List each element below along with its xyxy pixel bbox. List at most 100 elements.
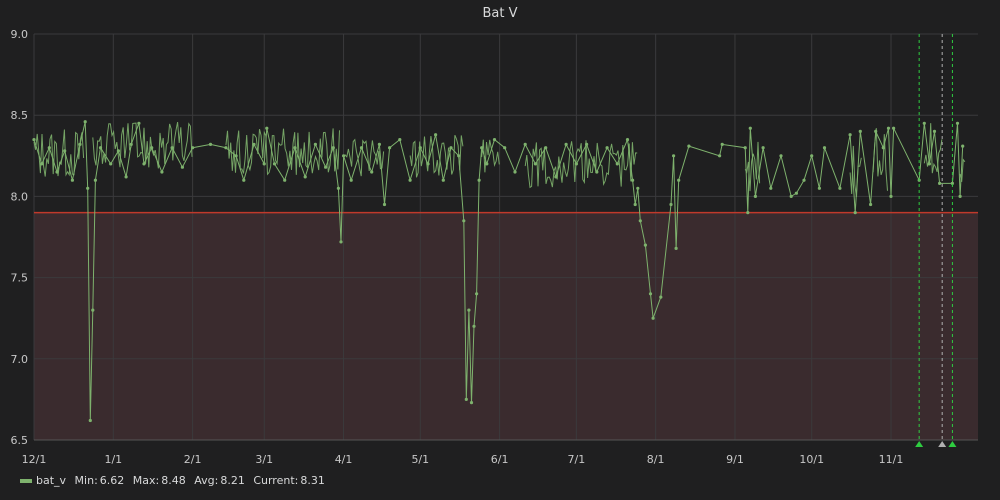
data-point[interactable]: [659, 295, 663, 299]
data-point[interactable]: [822, 146, 827, 150]
data-point[interactable]: [262, 162, 266, 166]
data-point[interactable]: [469, 401, 474, 405]
data-point[interactable]: [109, 162, 113, 166]
data-point[interactable]: [638, 219, 642, 223]
data-point[interactable]: [434, 133, 438, 137]
data-point[interactable]: [63, 149, 67, 153]
annotation-marker[interactable]: [948, 441, 957, 447]
data-point[interactable]: [625, 138, 630, 142]
data-point[interactable]: [779, 154, 783, 158]
data-point[interactable]: [98, 146, 103, 150]
data-point[interactable]: [170, 146, 174, 150]
data-point[interactable]: [293, 146, 297, 150]
data-point[interactable]: [753, 194, 758, 198]
data-point[interactable]: [955, 121, 960, 125]
data-point[interactable]: [554, 175, 558, 179]
data-point[interactable]: [40, 162, 44, 166]
data-point[interactable]: [398, 138, 402, 142]
data-point[interactable]: [208, 142, 213, 146]
data-point[interactable]: [648, 292, 653, 296]
data-point[interactable]: [687, 144, 691, 148]
data-point[interactable]: [441, 178, 445, 182]
data-point[interactable]: [853, 211, 857, 215]
data-point[interactable]: [83, 120, 87, 124]
data-point[interactable]: [342, 154, 346, 158]
data-point[interactable]: [359, 146, 364, 150]
data-point[interactable]: [718, 154, 722, 158]
data-point[interactable]: [848, 133, 852, 137]
data-point[interactable]: [377, 142, 381, 146]
data-point[interactable]: [336, 186, 340, 190]
data-point[interactable]: [349, 178, 353, 182]
data-point[interactable]: [180, 165, 184, 169]
data-point[interactable]: [922, 121, 926, 125]
data-point[interactable]: [475, 292, 479, 296]
data-point[interactable]: [86, 186, 90, 190]
data-point[interactable]: [324, 165, 328, 169]
data-point[interactable]: [838, 186, 842, 190]
data-point[interactable]: [523, 142, 527, 146]
data-point[interactable]: [746, 211, 750, 215]
data-point[interactable]: [886, 126, 891, 130]
data-point[interactable]: [477, 178, 481, 182]
data-point[interactable]: [605, 146, 609, 150]
data-point[interactable]: [70, 178, 74, 182]
data-point[interactable]: [748, 126, 752, 130]
data-point[interactable]: [651, 316, 655, 320]
data-point[interactable]: [585, 142, 589, 146]
data-point[interactable]: [129, 142, 133, 146]
data-point[interactable]: [485, 162, 489, 166]
data-point[interactable]: [464, 397, 468, 401]
data-point[interactable]: [615, 162, 619, 166]
data-point[interactable]: [674, 246, 678, 250]
data-point[interactable]: [93, 178, 97, 182]
data-point[interactable]: [224, 146, 228, 150]
data-point[interactable]: [932, 129, 937, 133]
data-point[interactable]: [234, 154, 238, 158]
data-point[interactable]: [881, 146, 885, 150]
data-point[interactable]: [124, 175, 128, 179]
data-point[interactable]: [142, 162, 146, 166]
data-point[interactable]: [503, 146, 507, 150]
data-point[interactable]: [643, 243, 648, 247]
data-point[interactable]: [303, 175, 307, 179]
data-point[interactable]: [472, 324, 476, 328]
data-point[interactable]: [78, 142, 82, 146]
data-point[interactable]: [631, 178, 635, 182]
data-point[interactable]: [810, 154, 814, 158]
data-point[interactable]: [743, 146, 747, 150]
data-point[interactable]: [858, 129, 862, 133]
data-point[interactable]: [116, 149, 120, 153]
data-point[interactable]: [418, 146, 422, 150]
data-point[interactable]: [958, 194, 962, 198]
data-point[interactable]: [595, 170, 599, 174]
data-point[interactable]: [388, 146, 392, 150]
data-point[interactable]: [927, 162, 932, 166]
data-point[interactable]: [457, 154, 461, 158]
data-point[interactable]: [938, 181, 942, 185]
data-point[interactable]: [564, 142, 568, 146]
data-point[interactable]: [272, 162, 277, 166]
data-point[interactable]: [672, 154, 676, 158]
data-point[interactable]: [91, 308, 95, 312]
data-point[interactable]: [533, 162, 538, 166]
data-point[interactable]: [313, 142, 317, 146]
data-point[interactable]: [874, 129, 878, 133]
data-point[interactable]: [789, 194, 793, 198]
data-point[interactable]: [88, 418, 92, 423]
data-point[interactable]: [492, 138, 497, 142]
data-point[interactable]: [892, 126, 896, 130]
data-point[interactable]: [408, 178, 412, 182]
data-point[interactable]: [677, 178, 681, 182]
data-point[interactable]: [769, 186, 773, 190]
annotation-marker[interactable]: [915, 441, 924, 447]
data-point[interactable]: [869, 202, 873, 207]
data-point[interactable]: [252, 142, 256, 146]
data-point[interactable]: [544, 146, 548, 150]
data-point[interactable]: [331, 146, 335, 150]
data-point[interactable]: [32, 138, 36, 142]
data-point[interactable]: [513, 170, 517, 174]
data-point[interactable]: [137, 121, 141, 125]
data-point[interactable]: [669, 202, 673, 207]
